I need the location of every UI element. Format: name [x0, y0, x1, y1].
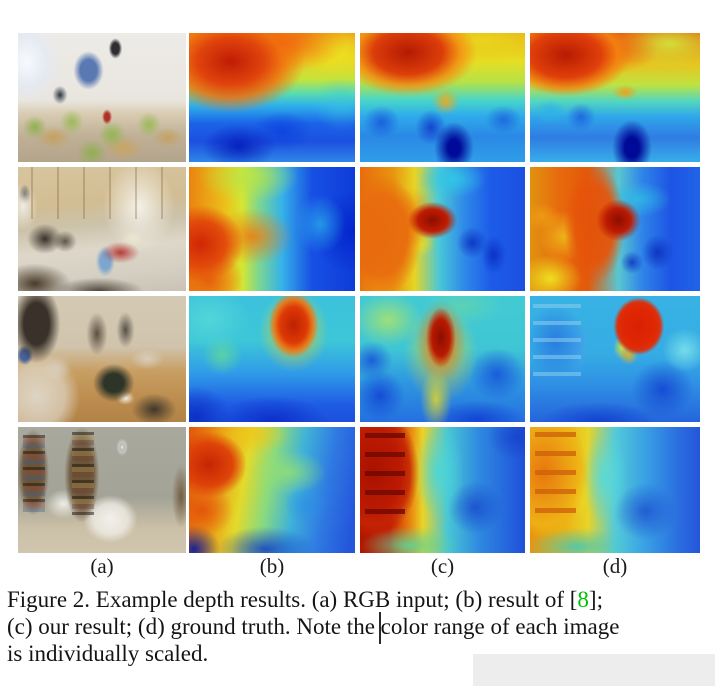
figure-caption: Figure 2. Example depth results. (a) RGB…: [7, 586, 713, 667]
caption-line-1: Figure 2. Example depth results. (a) RGB…: [7, 586, 713, 613]
depth-map-ours-living-room: [360, 296, 525, 422]
rgb-input-image-library: [18, 427, 186, 553]
column-label-c: (c): [430, 554, 455, 578]
rgb-input-image-living-room: [18, 296, 186, 422]
depth-map-baseline-living-room: [189, 296, 355, 422]
column-label-b: (b): [259, 554, 285, 578]
depth-map-baseline-kitchen: [189, 167, 355, 291]
depth-map-ground-truth-kitchen: [530, 167, 700, 291]
caption-text-post-ref: ];: [588, 587, 603, 612]
depth-map-ours-classroom: [360, 33, 525, 162]
text-cursor: [379, 612, 381, 644]
depth-map-ours-kitchen: [360, 167, 525, 291]
depth-map-ground-truth-library: [530, 427, 700, 553]
citation-link-8[interactable]: 8: [577, 587, 589, 612]
caption-line-2: (c) our result; (d) ground truth. Note t…: [7, 614, 620, 639]
rgb-input-image-classroom: [18, 33, 186, 162]
depth-map-baseline-classroom: [189, 33, 355, 162]
column-label-d: (d): [602, 554, 628, 578]
highlight-region: [473, 654, 715, 686]
caption-text-pre-ref: Figure 2. Example depth results. (a) RGB…: [7, 587, 578, 612]
depth-map-ours-library: [360, 427, 525, 553]
column-label-a: (a): [90, 554, 114, 578]
depth-map-ground-truth-living-room: [530, 296, 700, 422]
rgb-input-image-kitchen: [18, 167, 186, 291]
depth-map-ground-truth-classroom: [530, 33, 700, 162]
caption-line-3: is individually scaled.: [7, 641, 209, 666]
depth-map-baseline-library: [189, 427, 355, 553]
